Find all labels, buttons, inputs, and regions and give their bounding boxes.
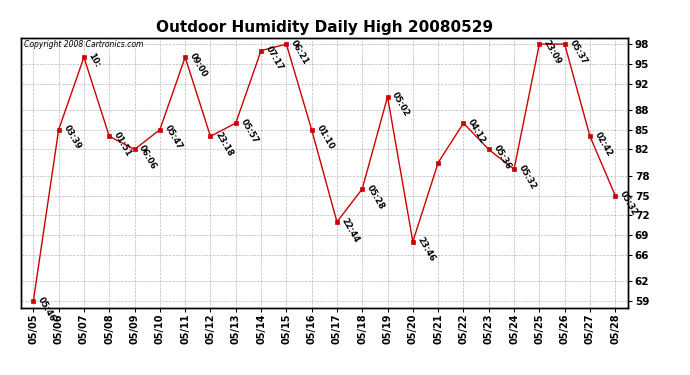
Text: 10:: 10: — [87, 51, 102, 69]
Text: 02:42: 02:42 — [593, 130, 614, 158]
Text: 06:21: 06:21 — [289, 38, 311, 66]
Text: 05:37: 05:37 — [567, 38, 589, 66]
Text: 05:47: 05:47 — [163, 124, 184, 152]
Text: 23:09: 23:09 — [542, 38, 563, 66]
Text: 23:18: 23:18 — [213, 130, 235, 158]
Text: 03:39: 03:39 — [61, 124, 82, 151]
Text: 23:46: 23:46 — [415, 236, 437, 263]
Text: 05:28: 05:28 — [365, 183, 386, 211]
Text: 04:12: 04:12 — [466, 117, 487, 145]
Text: 22:44: 22:44 — [339, 216, 361, 244]
Text: 05:36: 05:36 — [491, 144, 513, 171]
Text: 07:17: 07:17 — [264, 45, 285, 72]
Title: Outdoor Humidity Daily High 20080529: Outdoor Humidity Daily High 20080529 — [156, 20, 493, 35]
Text: 05:46: 05:46 — [36, 295, 57, 323]
Text: Copyright 2008 Cartronics.com: Copyright 2008 Cartronics.com — [23, 40, 143, 49]
Text: 01:10: 01:10 — [315, 124, 335, 152]
Text: 05:57: 05:57 — [239, 117, 259, 145]
Text: 06:06: 06:06 — [137, 144, 159, 171]
Text: 05:32: 05:32 — [517, 164, 538, 191]
Text: 01:51: 01:51 — [112, 130, 133, 158]
Text: 09:00: 09:00 — [188, 51, 209, 79]
Text: 05:02: 05:02 — [391, 91, 411, 118]
Text: 05:32: 05:32 — [618, 190, 639, 217]
